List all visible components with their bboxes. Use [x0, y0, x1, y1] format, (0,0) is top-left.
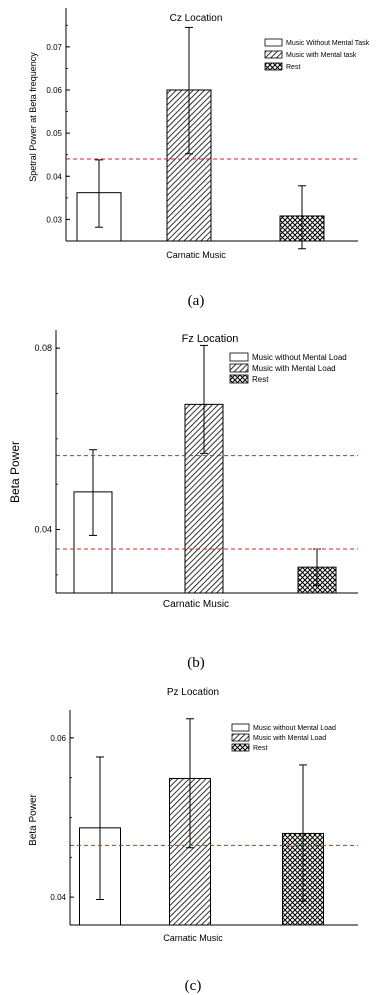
legend-swatch	[229, 363, 249, 373]
y-tick-label: 0.06	[50, 734, 66, 743]
chart-title: Pz Location	[167, 687, 219, 698]
legend-item: Music with Mental task	[264, 50, 357, 59]
legend-swatch	[231, 723, 250, 732]
panel-b: Fz Location Beta Power Carnatic Music 0.…	[8, 330, 358, 671]
y-tick-label: 0.04	[46, 172, 62, 181]
chart-title: Fz Location	[182, 333, 239, 345]
x-axis-label: Carnatic Music	[166, 250, 226, 260]
y-tick-label: 0.07	[46, 43, 62, 52]
legend-label: Music with Mental Load	[252, 364, 336, 373]
legend-swatch	[229, 352, 249, 362]
error-bar	[95, 159, 103, 228]
legend-item: Music without Mental Load	[231, 723, 336, 732]
y-tick-label: 0.06	[46, 86, 62, 95]
legend-item: Music without Mental Load	[229, 352, 347, 362]
legend-item: Music Without Mental Task	[264, 38, 370, 47]
legend-label: Music Without Mental Task	[286, 40, 370, 47]
error-bar	[298, 185, 306, 250]
chart-title: Cz Location	[170, 13, 223, 24]
y-tick-label: 0.05	[46, 129, 62, 138]
legend-item: Music with Mental Load	[229, 363, 336, 373]
legend-swatch	[264, 38, 283, 47]
panel-caption: (c)	[185, 978, 202, 994]
y-tick-label: 0.08	[34, 343, 52, 353]
error-bar	[89, 449, 97, 536]
legend-item: Rest	[264, 62, 300, 71]
legend-swatch	[231, 733, 250, 742]
error-bar	[185, 26, 193, 155]
error-bar	[200, 344, 208, 454]
legend-label: Music without Mental Load	[253, 725, 336, 732]
y-axis-label: Beta Power	[28, 793, 39, 845]
x-axis-label: Carnatic Music	[163, 933, 223, 943]
y-tick-label: 0.04	[34, 525, 52, 535]
legend-swatch	[231, 743, 250, 752]
panel-caption: (a)	[188, 293, 205, 309]
panel-c: Pz Location Beta Power Carnatic Music 0.…	[28, 687, 358, 994]
plot-area: 0.03 0.04 0.05 0.06 0.07 Music Without Mental…	[46, 8, 370, 250]
legend-label: Music with Mental Load	[253, 735, 326, 742]
legend: Music Without Mental Task Music with Ment…	[264, 38, 370, 71]
legend: Music without Mental Load Music with Ment…	[229, 352, 347, 384]
y-axis-label: Spetral Power at Beta frequency	[28, 52, 38, 182]
panel-caption: (b)	[187, 655, 205, 671]
y-tick-label: 0.03	[46, 215, 62, 224]
error-bar	[186, 718, 194, 849]
legend-swatch	[229, 374, 249, 384]
error-bar	[96, 756, 104, 901]
legend-label: Rest	[252, 375, 269, 384]
x-axis-label: Carnatic Music	[163, 599, 229, 610]
legend-swatch	[264, 50, 283, 59]
legend-item: Rest	[229, 374, 269, 384]
legend-label: Music with Mental task	[286, 52, 357, 59]
legend-swatch	[264, 62, 283, 71]
legend-label: Rest	[286, 64, 300, 71]
legend-label: Music without Mental Load	[252, 353, 347, 362]
y-tick-label: 0.04	[50, 893, 66, 902]
legend-item: Rest	[231, 743, 267, 752]
legend-label: Rest	[253, 745, 267, 752]
error-bar	[299, 764, 307, 902]
legend-item: Music with Mental Load	[231, 733, 326, 742]
legend: Music without Mental Load Music with Ment…	[231, 723, 336, 752]
panel-a: Cz Location Spetral Power at Beta freque…	[28, 8, 370, 309]
y-axis-label: Beta Power	[8, 441, 22, 503]
